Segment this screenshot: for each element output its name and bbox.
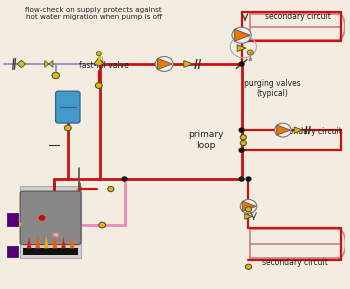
Polygon shape xyxy=(17,60,26,68)
Polygon shape xyxy=(35,234,40,248)
Circle shape xyxy=(38,215,46,221)
Polygon shape xyxy=(44,235,49,248)
Circle shape xyxy=(240,199,257,213)
Polygon shape xyxy=(52,234,57,248)
Polygon shape xyxy=(245,214,252,219)
Bar xyxy=(7,213,18,227)
Circle shape xyxy=(108,186,114,192)
Polygon shape xyxy=(158,58,172,70)
Text: flow-check on supply protects against
hot water migration when pump is off: flow-check on supply protects against ho… xyxy=(25,7,162,20)
Bar xyxy=(7,246,18,257)
Text: secondary circuit: secondary circuit xyxy=(276,127,342,136)
Polygon shape xyxy=(294,127,302,133)
Polygon shape xyxy=(27,237,31,248)
Circle shape xyxy=(239,62,244,66)
Circle shape xyxy=(246,177,251,181)
Circle shape xyxy=(95,83,102,88)
Circle shape xyxy=(122,177,127,181)
Circle shape xyxy=(275,123,291,137)
Circle shape xyxy=(245,207,252,212)
Circle shape xyxy=(247,50,253,55)
Circle shape xyxy=(232,27,251,43)
Polygon shape xyxy=(237,45,246,51)
FancyBboxPatch shape xyxy=(21,186,81,258)
Polygon shape xyxy=(61,237,66,248)
Circle shape xyxy=(96,51,101,56)
Polygon shape xyxy=(184,61,193,67)
Circle shape xyxy=(155,56,173,71)
Circle shape xyxy=(53,233,58,237)
Circle shape xyxy=(99,222,106,228)
Polygon shape xyxy=(94,58,104,66)
Circle shape xyxy=(245,264,252,269)
Text: primary
loop: primary loop xyxy=(188,131,223,150)
Circle shape xyxy=(240,135,246,140)
Circle shape xyxy=(239,128,244,132)
FancyBboxPatch shape xyxy=(20,191,81,244)
Circle shape xyxy=(239,177,244,181)
Circle shape xyxy=(249,58,252,61)
Circle shape xyxy=(64,125,71,131)
Circle shape xyxy=(239,148,244,152)
Polygon shape xyxy=(234,29,250,41)
Polygon shape xyxy=(242,201,256,212)
FancyBboxPatch shape xyxy=(56,91,80,123)
Polygon shape xyxy=(277,125,290,135)
Text: fast-fill valve: fast-fill valve xyxy=(79,61,129,70)
Text: purging valves
(typical): purging valves (typical) xyxy=(244,79,301,98)
Text: secondary circuit: secondary circuit xyxy=(262,258,328,267)
Polygon shape xyxy=(70,235,75,248)
Polygon shape xyxy=(45,60,49,67)
Polygon shape xyxy=(49,60,53,67)
Bar xyxy=(23,248,78,255)
Circle shape xyxy=(240,140,246,146)
Text: secondary circuit: secondary circuit xyxy=(265,12,331,21)
Circle shape xyxy=(52,72,60,79)
